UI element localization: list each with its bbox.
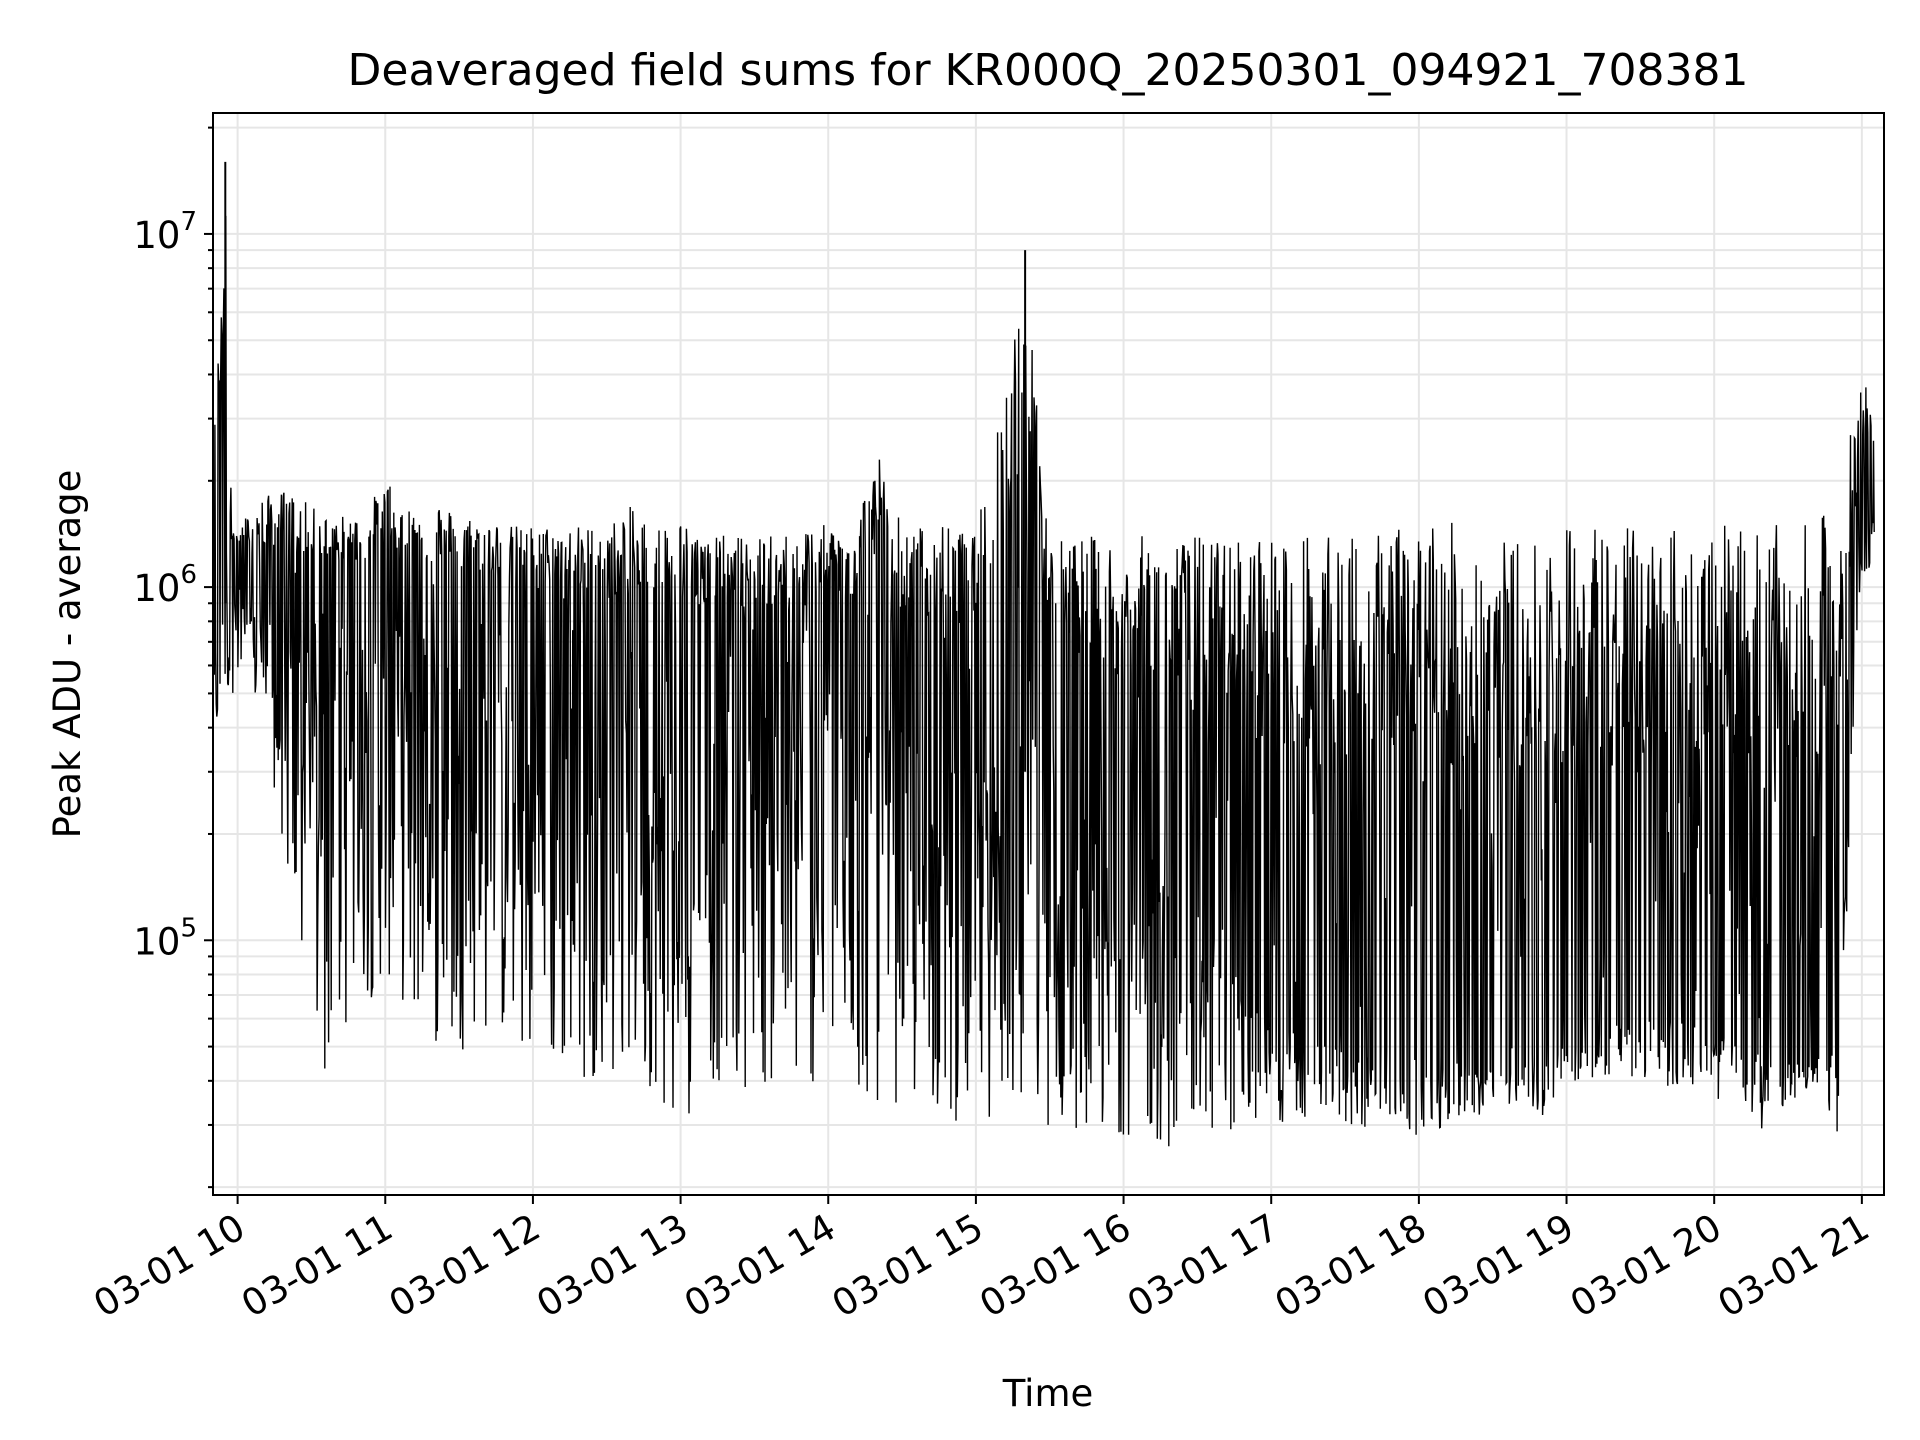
x-tick-label: 03-01 15 (825, 1206, 991, 1326)
y-tick-label: 107 (133, 207, 197, 257)
x-tick-label: 03-01 11 (234, 1206, 400, 1326)
x-tick-label: 03-01 14 (677, 1206, 843, 1326)
y-tick-label-exponent: 7 (180, 207, 197, 237)
x-tick-label: 03-01 18 (1268, 1206, 1434, 1326)
series-layer (212, 161, 1875, 1147)
y-tick-label: 105 (133, 913, 197, 963)
y-tick-label-base: 10 (133, 214, 180, 257)
y-tick-label-exponent: 6 (180, 560, 197, 590)
x-tick-label: 03-01 21 (1711, 1206, 1877, 1326)
y-tick-label-exponent: 5 (180, 913, 197, 943)
y-axis-label: Peak ADU - average (46, 470, 89, 839)
y-tick-label-base: 10 (133, 567, 180, 610)
plot-frame (212, 112, 1885, 1196)
x-tick-label: 03-01 13 (530, 1206, 696, 1326)
x-tick-label: 03-01 19 (1415, 1206, 1581, 1326)
x-tick-label: 03-01 12 (382, 1206, 548, 1326)
y-tick-label-base: 10 (133, 920, 180, 963)
x-tick-label: 03-01 17 (1120, 1206, 1286, 1326)
x-axis-label: Time (1002, 1372, 1094, 1415)
chart-title: Deaveraged field sums for KR000Q_2025030… (348, 45, 1749, 96)
x-tick-label: 03-01 10 (87, 1206, 253, 1326)
x-tick-label: 03-01 20 (1563, 1206, 1729, 1326)
series-line (212, 215, 1875, 1147)
y-tick-label: 106 (133, 560, 197, 610)
x-tick-label: 03-01 16 (972, 1206, 1138, 1326)
